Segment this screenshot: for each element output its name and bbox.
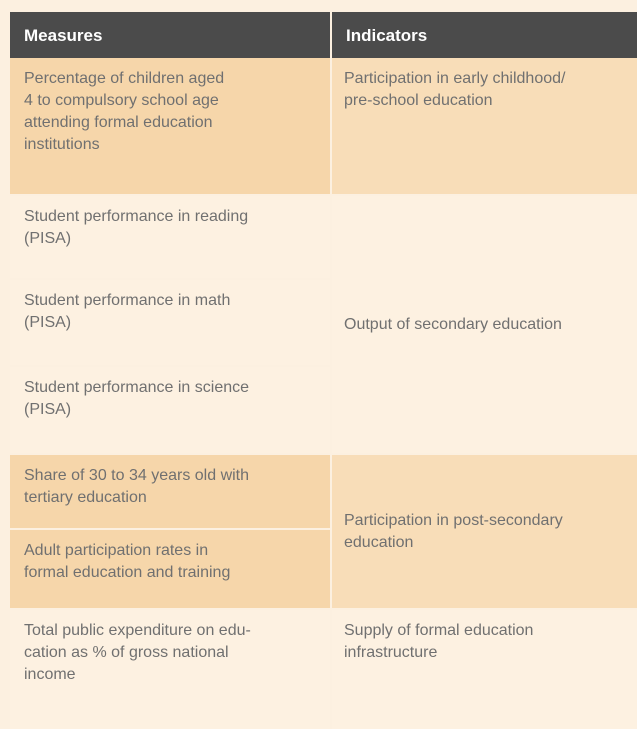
text-line: Adult participation rates in (24, 542, 209, 559)
text-line: attending formal education (24, 114, 213, 131)
measure-cell: Student performance in reading (PISA) (10, 196, 330, 278)
text-line: 4 to compulsory school age (24, 92, 219, 109)
text-line: Percentage of children aged (24, 70, 225, 87)
indicator-cell: Participation in post-secondary education (332, 455, 637, 608)
text-line: Share of 30 to 34 years old with (24, 467, 250, 484)
text-line: institutions (24, 136, 100, 153)
text-line: Student performance in math (24, 292, 231, 309)
measure-cell: Total public expenditure on edu-cation a… (10, 610, 330, 729)
measure-cell: Share of 30 to 34 years old with tertiary… (10, 455, 330, 528)
measure-cell: Percentage of children aged 4 to compulso… (10, 58, 330, 194)
text-line: cation as % of gross national (24, 644, 229, 661)
text-line: Supply of formal education (344, 622, 534, 639)
header-cell: Measures (10, 12, 330, 58)
text-line: (PISA) (24, 230, 72, 247)
text-line: Output of secondary education (344, 315, 562, 333)
indicator-cell: Participation in early childhood/pre-sch… (332, 58, 637, 194)
measure-cell: Adult participation rates in formal educa… (10, 530, 330, 608)
text-line: income (24, 666, 76, 683)
text-line: education (344, 533, 414, 551)
text-line: Student performance in science (24, 379, 250, 396)
text-line: infrastructure (344, 644, 438, 661)
text-line: Student performance in reading (24, 208, 249, 225)
text-line: (PISA) (24, 314, 72, 331)
indicator-cell: Supply of formal education infrastructure (332, 610, 637, 729)
text-line: (PISA) (24, 401, 72, 418)
header-cell: Indicators (332, 12, 637, 58)
measure-cell: Student performance in math (PISA) (10, 280, 330, 365)
text-line: pre-school education (344, 92, 493, 109)
text-line: formal education and training (24, 564, 231, 581)
text-line: tertiary education (24, 489, 147, 506)
measure-cell: Student performance in science (PISA) (10, 367, 330, 453)
text-line: Participation in post-secondary (344, 511, 563, 529)
text-line: Total public expenditure on edu- (24, 622, 251, 639)
indicator-cell: Output of secondary education (332, 196, 637, 453)
text-line: Participation in early childhood/ (344, 70, 566, 87)
